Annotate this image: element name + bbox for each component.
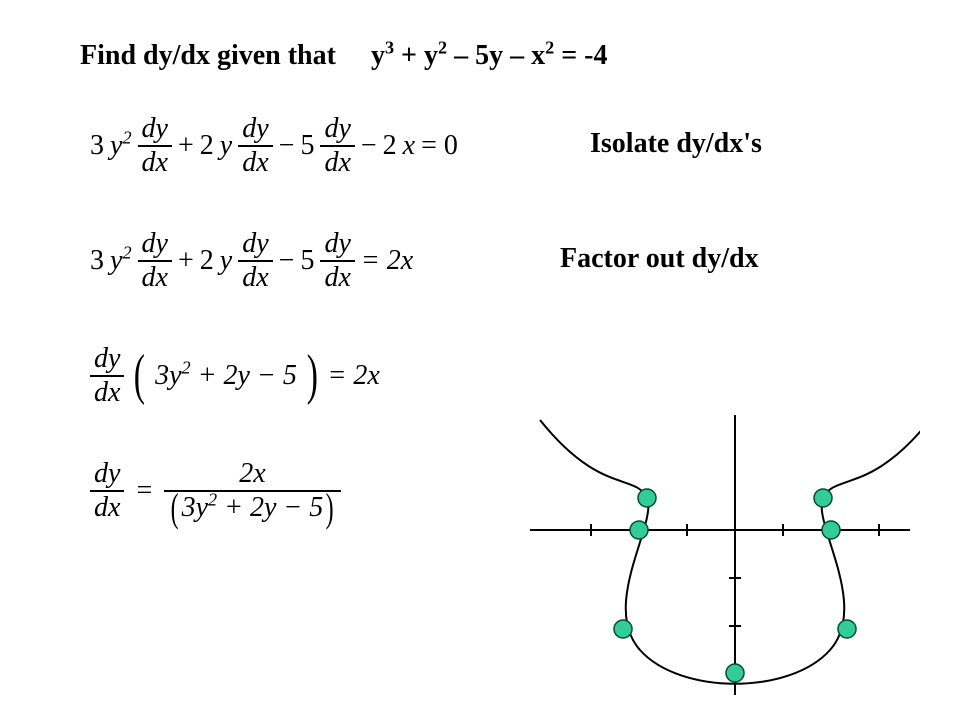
implicit-curve-graph — [520, 405, 920, 705]
equation-isolated: 3y2 dydx + 2y dydx − 5 dydx = 2x — [90, 230, 413, 292]
title-equation: y3 + y2 – 5y – x2 = -4 — [371, 40, 608, 71]
equation-differentiated: 3y2 dydx + 2y dydx − 5 dydx − 2x = 0 — [90, 115, 458, 177]
title-prefix: Find dy/dx given that — [80, 40, 336, 71]
step-isolate: Isolate dy/dx's — [590, 128, 762, 160]
equation-factored: dydx ( 3y2 + 2y − 5 ) = 2x — [90, 345, 380, 407]
equation-solved: dydx = 2x ( 3y2 + 2y − 5 ) — [90, 460, 341, 522]
problem-statement: Find dy/dx given that y3 + y2 – 5y – x2 … — [80, 40, 607, 72]
step-factor: Factor out dy/dx — [560, 243, 759, 275]
